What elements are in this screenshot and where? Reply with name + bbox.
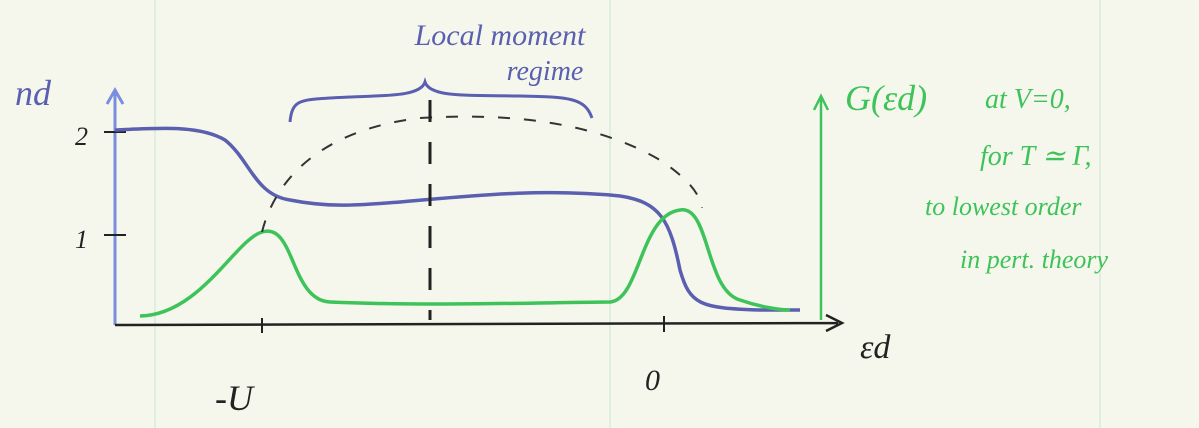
tick-label: 2 — [75, 122, 88, 151]
annotation: regime — [507, 56, 584, 87]
tick-label: 1 — [75, 225, 88, 254]
note: in pert. theory — [960, 245, 1108, 274]
sketch: Local moment regime nd 2 1 -U 0 εd G(εd)… — [0, 0, 1199, 428]
tick-label: 0 — [645, 364, 660, 397]
tick-label: -U — [215, 378, 255, 418]
axis-label: nd — [15, 73, 52, 113]
page: Local moment regime nd 2 1 -U 0 εd G(εd)… — [0, 0, 1199, 428]
axis-label: εd — [860, 329, 891, 366]
note: to lowest order — [925, 192, 1082, 221]
note: at V=0, — [985, 84, 1071, 115]
axis-label: G(εd) — [845, 78, 927, 118]
note: for T ≃ Γ, — [980, 141, 1092, 172]
annotation: Local moment — [414, 19, 586, 52]
